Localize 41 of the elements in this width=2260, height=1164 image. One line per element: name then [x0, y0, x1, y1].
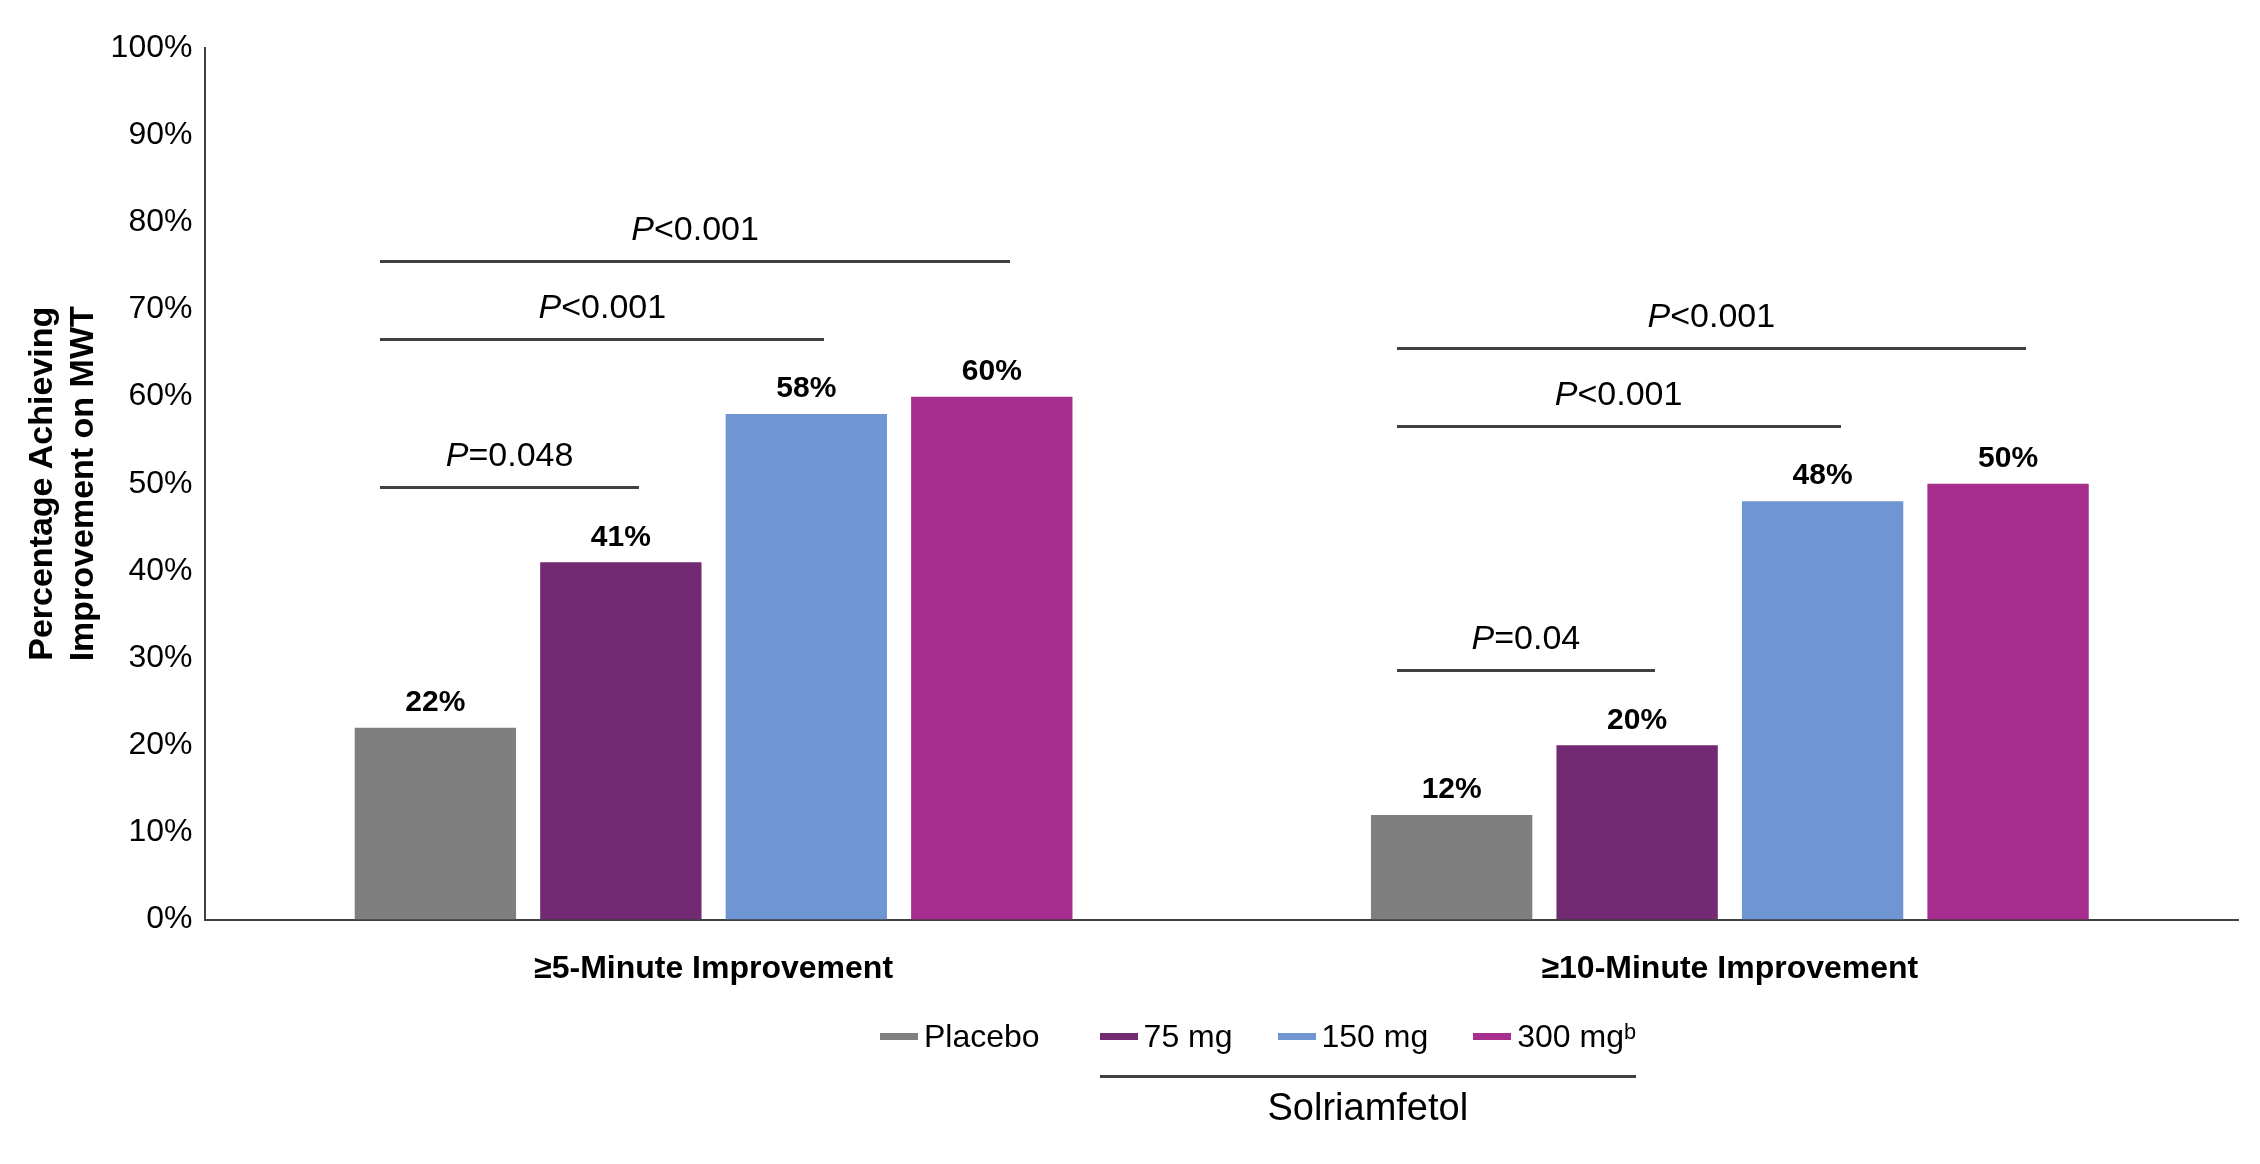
y-tick-label: 60% [128, 376, 193, 413]
bar [540, 562, 702, 920]
annotation: P=0.048 [445, 435, 574, 474]
bar [1556, 745, 1718, 920]
data-label: 20% [1607, 701, 1668, 735]
bar [725, 414, 887, 920]
x-tick-label: ≥5-Minute Improvement [534, 948, 894, 985]
legend-title: Solriamfetol [1266, 1086, 1470, 1129]
y-tick-label: 0% [146, 899, 193, 936]
data-label: 41% [590, 518, 651, 552]
x-tick-label: ≥10-Minute Improvement [1541, 948, 1919, 985]
y-tick-label: 10% [128, 812, 193, 849]
y-tick-label: 80% [128, 202, 193, 239]
data-label: 60% [961, 352, 1022, 386]
annotation: P<0.001 [538, 287, 667, 326]
data-label: 50% [1978, 440, 2039, 474]
legend-label: 150 mg [1321, 1018, 1429, 1055]
data-label: 12% [1421, 771, 1482, 805]
legend-label: Placebo [923, 1018, 1040, 1055]
y-tick-label: 70% [128, 289, 193, 326]
bar [1370, 815, 1533, 920]
legend-label: 75 mg [1143, 1018, 1233, 1055]
legend-label: 300 mgᵇ [1517, 1018, 1637, 1055]
y-tick-label: 20% [128, 725, 193, 762]
data-label: 58% [776, 370, 837, 404]
y-tick-label: 30% [128, 637, 193, 674]
annotation: P<0.001 [631, 209, 759, 248]
data-label: 22% [405, 684, 466, 718]
bar [354, 727, 517, 920]
bar [911, 396, 1073, 920]
data-label: 48% [1792, 457, 1853, 491]
y-tick-label: 40% [128, 550, 193, 587]
bar [1927, 483, 2089, 920]
annotation: P<0.001 [1647, 296, 1776, 335]
annotation: P=0.04 [1471, 618, 1581, 657]
y-tick-label: 100% [110, 27, 193, 64]
y-axis-title: Percentage Achieving Improvement on MWT [20, 306, 100, 662]
annotation: P<0.001 [1554, 374, 1683, 413]
bar [1741, 501, 1904, 920]
y-tick-label: 50% [128, 463, 193, 500]
y-tick-label: 90% [128, 114, 193, 151]
